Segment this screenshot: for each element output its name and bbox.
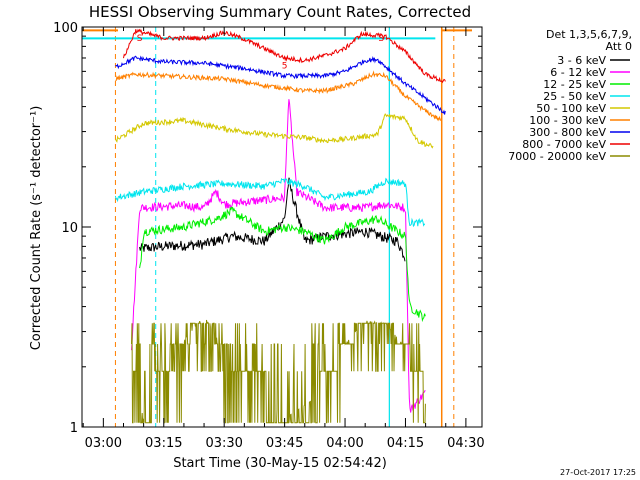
x-tick-label-6: 04:30 xyxy=(447,436,484,451)
x-tick-label-4: 04:00 xyxy=(326,436,363,451)
plot-area: 5 S S xyxy=(82,27,472,427)
series-line-3 xyxy=(114,177,426,228)
series-line-1 xyxy=(131,99,426,413)
x-tick-label-2: 03:30 xyxy=(205,436,242,451)
y-tick-label-0: 1 xyxy=(70,421,78,436)
series-line-2 xyxy=(139,206,426,323)
legend-header-1: Att 0 xyxy=(606,40,632,53)
x-tick-label-0: 03:00 xyxy=(85,436,122,451)
annotation-2: S xyxy=(378,34,384,44)
y-tick-label-1: 10 xyxy=(61,221,78,236)
legend-label-4: 50 - 100 keV xyxy=(536,102,606,115)
legend-label-3: 25 - 50 keV xyxy=(543,90,606,103)
legend-label-8: 7000 - 20000 keV xyxy=(508,150,606,163)
y-tick-label-2: 100 xyxy=(53,21,78,36)
timestamp: 27-Oct-2017 17:25 xyxy=(560,468,636,477)
series-line-5 xyxy=(115,70,442,122)
x-tick-label-5: 04:15 xyxy=(387,436,424,451)
annotation-1: S xyxy=(137,34,143,44)
y-axis-label: Corrected Count Rate (s⁻¹ detector⁻¹) xyxy=(29,106,44,351)
legend-label-7: 800 - 7000 keV xyxy=(522,138,606,151)
legend-label-5: 100 - 300 keV xyxy=(529,114,606,127)
axes: 03:00 03:15 03:30 03:45 04:00 04:15 04:30 1 10 10… xyxy=(53,21,484,451)
legend-label-6: 300 - 800 keV xyxy=(529,126,606,139)
legend-header-0: Det 1,3,5,6,7,9, xyxy=(546,28,632,41)
series-line-4 xyxy=(114,113,434,149)
x-tick-label-1: 03:15 xyxy=(145,436,182,451)
annotation-0: 5 xyxy=(282,62,288,72)
series-line-6 xyxy=(115,55,446,115)
series-line-7 xyxy=(123,28,446,84)
chart-title: HESSI Observing Summary Count Rates, Cor… xyxy=(89,3,471,21)
legend-label-1: 6 - 12 keV xyxy=(550,66,606,79)
legend-label-2: 12 - 25 keV xyxy=(543,78,606,91)
legend-label-0: 3 - 6 keV xyxy=(557,54,606,67)
series-line-8 xyxy=(131,319,426,424)
x-tick-label-3: 03:45 xyxy=(266,436,303,451)
x-axis-label: Start Time (30-May-15 02:54:42) xyxy=(173,456,387,471)
